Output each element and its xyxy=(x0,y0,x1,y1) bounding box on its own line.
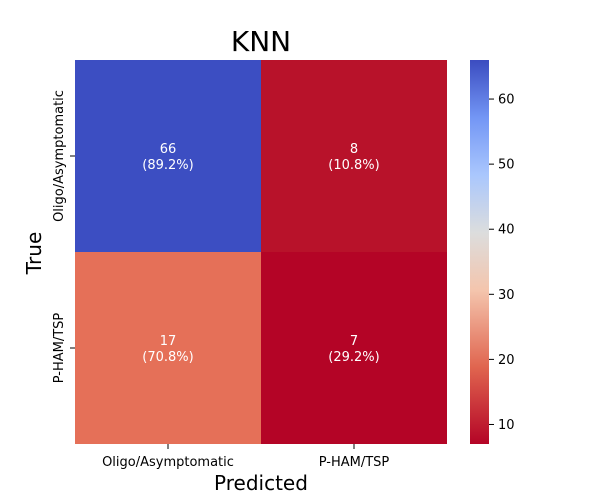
y-axis-label: True xyxy=(22,232,46,275)
y-tick-label: P-HAM/TSP xyxy=(52,313,67,384)
colorbar-tick-label: 50 xyxy=(498,158,515,173)
x-tick-label: Oligo/Asymptomatic xyxy=(102,455,234,470)
cell-count-label: 66 xyxy=(160,142,177,157)
heatmap-cell xyxy=(75,60,261,252)
cell-count-label: 8 xyxy=(350,142,358,157)
colorbar-tick-label: 60 xyxy=(498,93,515,108)
x-axis-label: Predicted xyxy=(214,471,308,495)
cell-percent-label: (89.2%) xyxy=(142,158,193,173)
colorbar-tick-label: 20 xyxy=(498,353,515,368)
chart-title: KNN xyxy=(231,25,291,58)
heatmap-cells: 66(89.2%) 8(10.8%) 17(70.8%) 7(29.2%) xyxy=(75,60,447,444)
colorbar-tick-label: 30 xyxy=(498,288,515,303)
y-tick-label: Oligo/Asymptomatic xyxy=(52,90,67,222)
colorbar-ticks: 10 20 30 40 50 60 xyxy=(489,93,515,433)
cell-percent-label: (70.8%) xyxy=(142,350,193,365)
colorbar-tick-label: 40 xyxy=(498,223,515,238)
cell-count-label: 7 xyxy=(350,334,358,349)
heatmap-cell xyxy=(75,252,261,444)
cell-percent-label: (29.2%) xyxy=(328,350,379,365)
x-tick-label: P-HAM/TSP xyxy=(319,455,390,470)
cell-percent-label: (10.8%) xyxy=(328,158,379,173)
axis-ticks: Oligo/Asymptomatic P-HAM/TSP Oligo/Asympto… xyxy=(52,90,389,470)
cell-count-label: 17 xyxy=(160,334,177,349)
colorbar xyxy=(470,60,489,444)
heatmap-cell xyxy=(261,60,447,252)
heatmap-cell xyxy=(261,252,447,444)
colorbar-tick-label: 10 xyxy=(498,418,515,433)
